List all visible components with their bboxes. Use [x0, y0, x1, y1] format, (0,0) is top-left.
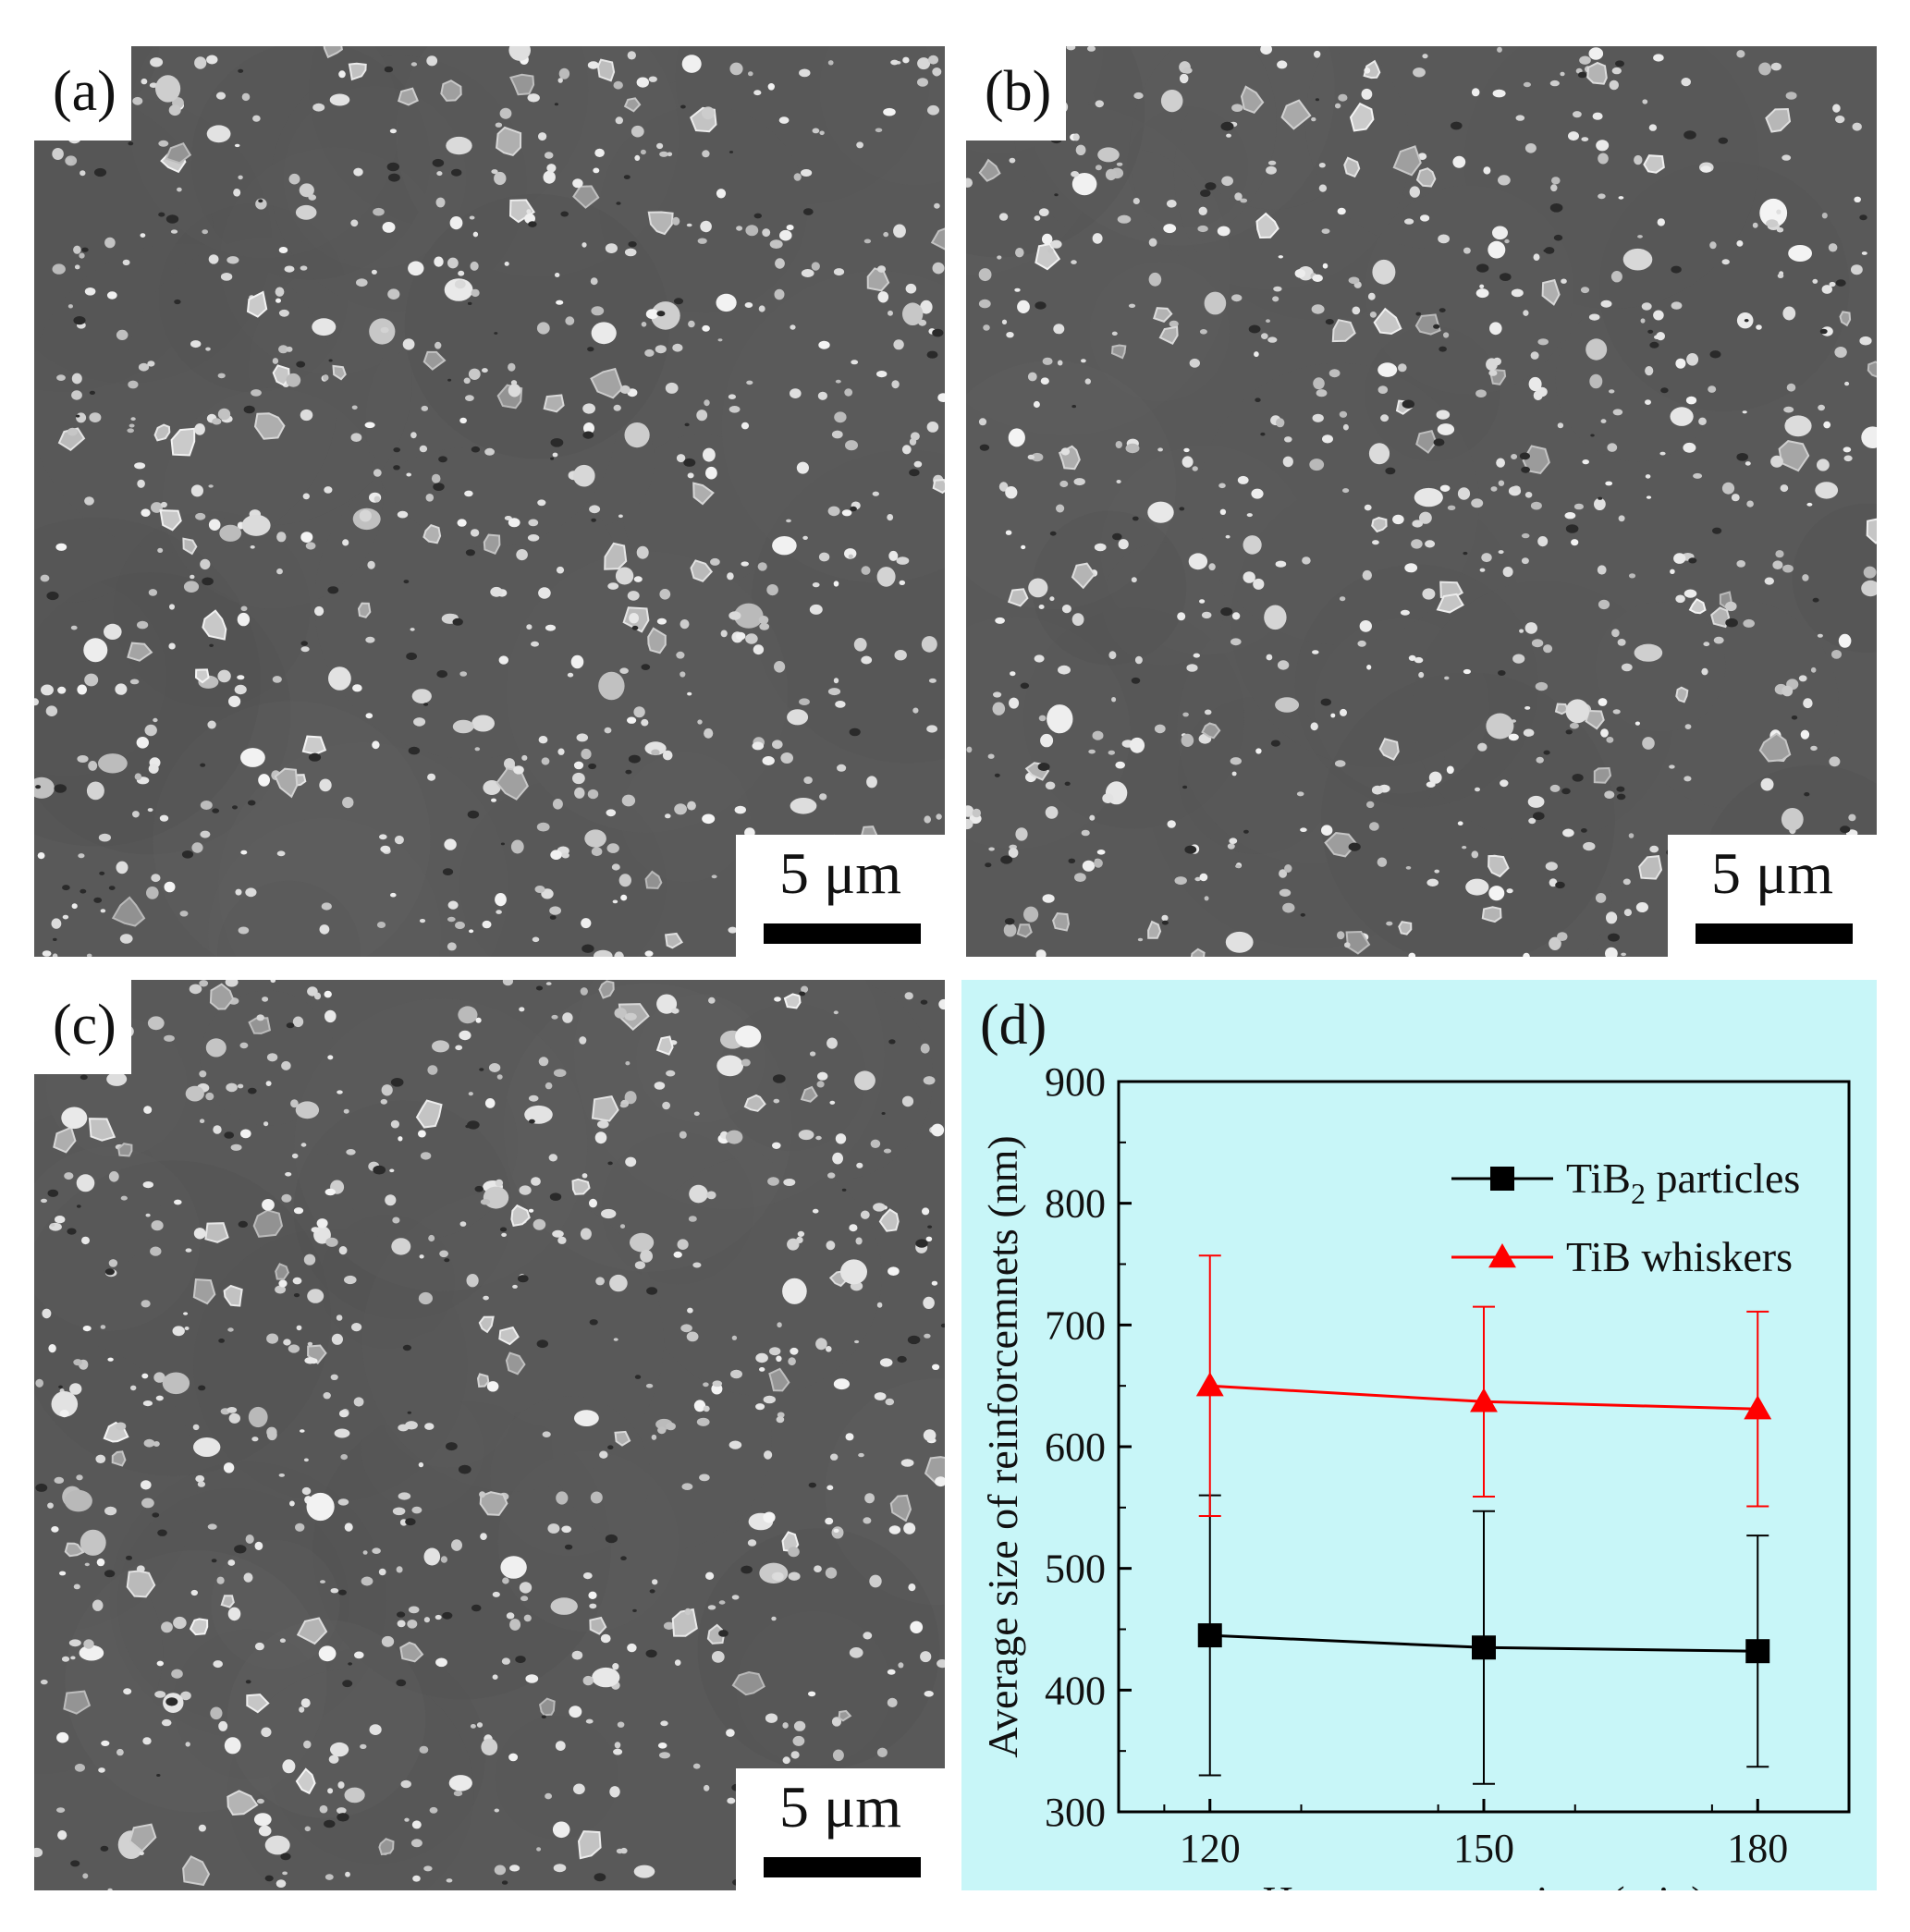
- size-vs-time-chart: 300 400 500 600 700 800 900 120 150 180 Heat treat…: [979, 1059, 1851, 1890]
- y-tick-label: 700: [1045, 1302, 1106, 1348]
- data-point: [1195, 1372, 1224, 1397]
- scale-bar-b: [1696, 923, 1853, 944]
- y-tick-label: 300: [1045, 1790, 1106, 1835]
- data-point: [1472, 1635, 1496, 1660]
- scale-bar-c: [764, 1857, 921, 1877]
- series-1: [1195, 1254, 1772, 1518]
- series-0: [1197, 1494, 1770, 1785]
- legend-label: TiB whiskers: [1566, 1233, 1793, 1280]
- scale-bar-label-a: 5 μm: [778, 840, 902, 906]
- x-tick-label: 180: [1727, 1826, 1788, 1871]
- data-point: [1197, 1623, 1222, 1648]
- panel-label-a: (a): [34, 46, 131, 141]
- legend: TiB2 particles TiB whiskers: [1451, 1155, 1800, 1280]
- x-tick-label: 150: [1453, 1826, 1514, 1871]
- x-tick-label: 120: [1180, 1826, 1241, 1871]
- scale-bar-a: [764, 923, 921, 944]
- scale-bar-label-c: 5 μm: [778, 1774, 902, 1840]
- scale-bar-box-c: 5 μm: [736, 1768, 945, 1890]
- y-tick-label: 600: [1045, 1425, 1106, 1470]
- scale-bar-box-a: 5 μm: [736, 835, 945, 957]
- data-point: [1470, 1388, 1498, 1412]
- sem-panel-c: (c) 5 μm: [34, 980, 945, 1890]
- scale-bar-label-b: 5 μm: [1710, 840, 1834, 906]
- panel-label-d: (d): [980, 994, 1047, 1057]
- y-tick-label: 800: [1045, 1181, 1106, 1227]
- chart-panel-d: (d) 300 400 500 600 700 800 900 120 150 180 Heat t…: [961, 980, 1877, 1890]
- data-point: [1744, 1395, 1772, 1420]
- legend-marker: [1488, 1243, 1516, 1268]
- y-tick-label: 500: [1045, 1547, 1106, 1592]
- data-point: [1745, 1639, 1770, 1664]
- legend-label: TiB2 particles: [1566, 1155, 1800, 1210]
- sem-micrograph-b: [966, 46, 1877, 957]
- sem-micrograph-c: [34, 980, 945, 1890]
- y-tick-label: 400: [1045, 1668, 1106, 1713]
- y-tick-label: 900: [1045, 1059, 1106, 1105]
- sem-panel-b: (b) 5 μm: [966, 46, 1877, 957]
- panel-label-b: (b): [966, 46, 1067, 141]
- scale-bar-box-b: 5 μm: [1668, 835, 1877, 957]
- panel-label-c: (c): [34, 980, 131, 1074]
- x-axis-label: Heat treatment time (min): [1263, 1877, 1706, 1890]
- legend-marker: [1490, 1167, 1514, 1191]
- y-axis-label: Average size of reinforcemnets (nm): [979, 1135, 1026, 1758]
- sem-micrograph-a: [34, 46, 945, 957]
- sem-panel-a: (a) 5 μm: [34, 46, 945, 957]
